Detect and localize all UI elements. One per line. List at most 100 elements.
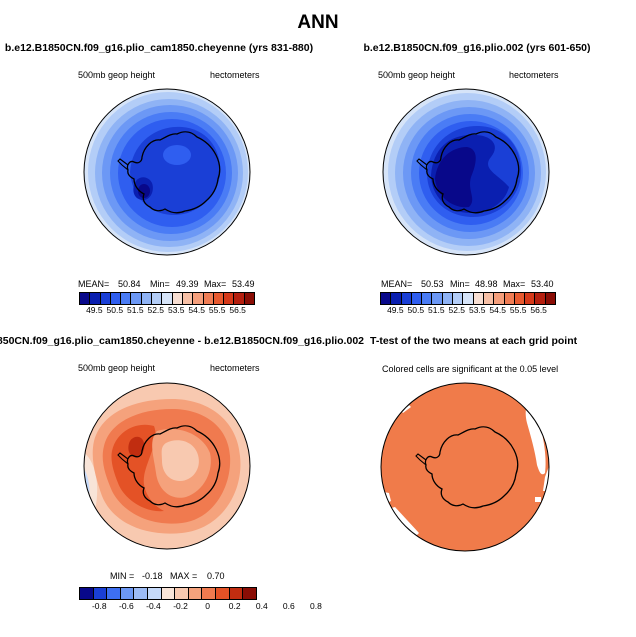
antarctic-peninsula-outline (117, 452, 129, 465)
panel-2-min-label: Min= (450, 279, 470, 289)
colorbar-swatch (141, 293, 153, 304)
colorbar-tick-label: 0.2 (228, 601, 241, 611)
panel-3-contour (161, 440, 199, 481)
colorbar-swatch (514, 293, 526, 304)
colorbar-swatch (525, 293, 536, 304)
panel-3-contour (217, 525, 250, 549)
panel-4-title: T-test of the two means at each grid poi… (370, 335, 578, 347)
panel-3-units-label: hectometers (210, 363, 260, 373)
panel-2-units-label: hectometers (509, 70, 559, 80)
panel-1-min-label: Min= (150, 279, 170, 289)
colorbar-tick-label: 56.5 (530, 305, 547, 315)
colorbar-swatch (391, 293, 402, 304)
panel-2-mean-label: MEAN= (381, 279, 413, 289)
panel-3-map (83, 382, 251, 550)
colorbar-tick-label: 51.5 (428, 305, 445, 315)
antarctic-peninsula-outline (416, 158, 428, 171)
colorbar-swatch (134, 588, 149, 599)
colorbar-swatch (244, 293, 255, 304)
colorbar-tick-label: -0.4 (146, 601, 161, 611)
panel-2-map (382, 88, 550, 256)
panel-2-variable-label: 500mb geop height (378, 70, 456, 80)
colorbar-swatch (175, 588, 189, 599)
colorbar-swatch (90, 293, 101, 304)
antarctica-coastline (425, 131, 520, 214)
panel-4-map-border (380, 382, 550, 552)
panel-3-contour (128, 436, 145, 458)
panel-1-units-label: hectometers (210, 70, 260, 80)
panel-3-max-value: 0.70 (207, 571, 225, 581)
panel-1-contour (163, 145, 191, 165)
colorbar-swatch (213, 293, 225, 304)
panel-1-map (83, 88, 251, 256)
colorbar-swatch (172, 293, 183, 304)
colorbar-tick-label: 53.5 (167, 305, 185, 315)
colorbar-swatch (110, 293, 122, 304)
panel-3-colorbar (79, 587, 257, 600)
colorbar-tick-label: 55.5 (208, 305, 226, 315)
colorbar-tick-label: 53.5 (468, 305, 486, 315)
panel-4-nonsignificant-region (525, 401, 546, 475)
colorbar-swatch (545, 293, 556, 304)
colorbar-swatch (442, 293, 454, 304)
colorbar-swatch (422, 293, 433, 304)
colorbar-swatch (473, 293, 484, 304)
colorbar-swatch (100, 293, 111, 304)
antarctica-coastline (126, 425, 221, 508)
colorbar-tick-label: 56.5 (229, 305, 246, 315)
panel-1-variable-label: 500mb geop height (78, 70, 156, 80)
colorbar-swatch (182, 293, 194, 304)
colorbar-swatch (148, 588, 162, 599)
colorbar-swatch (483, 293, 495, 304)
panel-2-contour (435, 147, 476, 208)
colorbar-swatch (202, 588, 217, 599)
colorbar-swatch (381, 293, 392, 304)
panel-3-max-label: MAX = (170, 571, 198, 581)
panel-1-max-value: 53.49 (232, 279, 255, 289)
colorbar-tick-label: 0 (205, 601, 210, 611)
colorbar-swatch (131, 293, 142, 304)
colorbar-swatch (152, 293, 163, 304)
panel-4-nonsignificant-region (407, 527, 413, 532)
panel-1-contour (138, 184, 150, 198)
colorbar-swatch (120, 588, 135, 599)
colorbar-swatch (161, 588, 176, 599)
panel-2-map-border (382, 88, 550, 256)
colorbar-tick-label: 54.5 (188, 305, 205, 315)
colorbar-swatch (432, 293, 443, 304)
panel-1-title: b.e12.B1850CN.f09_g16.plio_cam1850.cheye… (4, 42, 314, 54)
antarctica-coastline (424, 426, 519, 509)
panel-4-nonsignificant-region (535, 497, 541, 502)
panel-3-title-text: b.e12.B1850CN.f09_g16.plio_cam1850.cheye… (0, 335, 364, 347)
colorbar-swatch (193, 293, 204, 304)
panel-1-colorbar (79, 292, 255, 305)
panel-3-contour (232, 533, 250, 549)
colorbar-tick-label: -0.2 (173, 601, 188, 611)
colorbar-tick-label: 0.8 (310, 601, 322, 611)
panel-2-max-value: 53.40 (531, 279, 554, 289)
colorbar-tick-label: 51.5 (127, 305, 144, 315)
antarctica-coastline (126, 131, 221, 214)
colorbar-swatch (216, 588, 230, 599)
panel-1-mean-label: MEAN= (78, 279, 110, 289)
panel-4-significant-region (381, 383, 549, 551)
colorbar-swatch (229, 588, 244, 599)
panel-3-contour (111, 424, 164, 512)
colorbar-swatch (162, 293, 173, 304)
panel-2-mean-value: 50.53 (421, 279, 444, 289)
panel-3-variable-label: 500mb geop height (78, 363, 156, 373)
panel-4-note: Colored cells are significant at the 0.0… (382, 364, 559, 374)
colorbar-tick-label: -0.6 (119, 601, 134, 611)
antarctic-peninsula-outline (117, 158, 129, 171)
colorbar-tick-label: 50.5 (106, 305, 124, 315)
panel-3-map-border (83, 382, 251, 550)
panel-4-nonsignificant-region (543, 461, 549, 491)
panel-3-min-label: MIN = (110, 571, 135, 581)
colorbar-swatch (234, 293, 245, 304)
panel-1-min-value: 49.39 (176, 279, 199, 289)
colorbar-swatch (93, 588, 108, 599)
colorbar-tick-label: 52.5 (147, 305, 165, 315)
panel-2-max-label: Max= (503, 279, 526, 289)
colorbar-swatch (535, 293, 546, 304)
panel-2-title: b.e12.B1850CN.f09_g16.plio.002 (yrs 601-… (363, 42, 591, 54)
